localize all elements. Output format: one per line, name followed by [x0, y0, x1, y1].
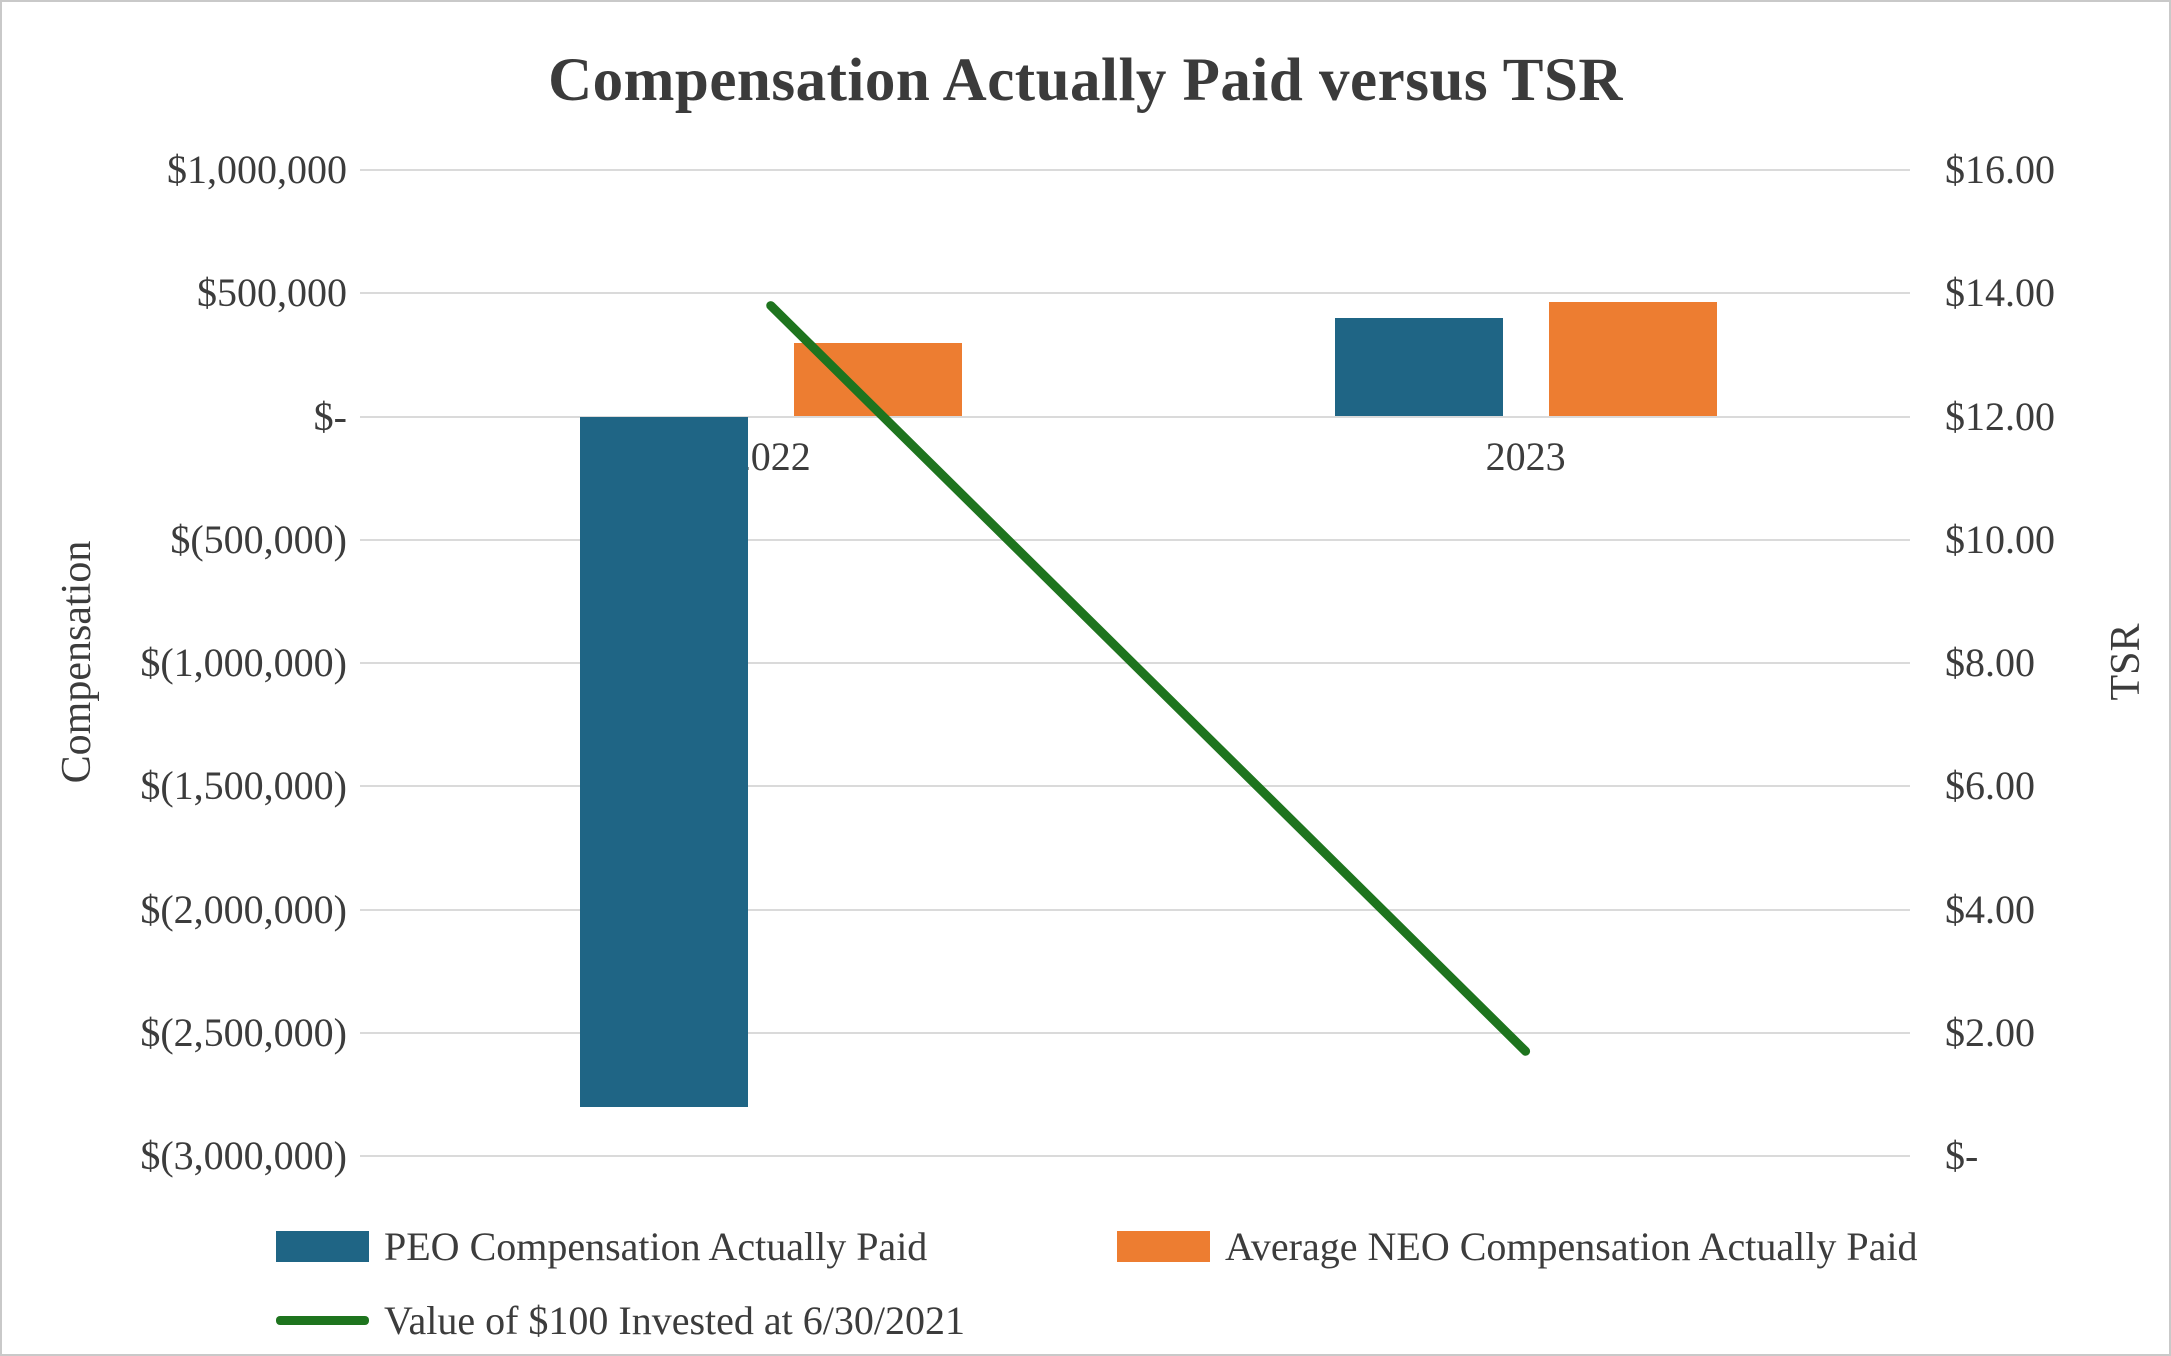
left-axis-tick-label: $(3,000,000) — [140, 1133, 347, 1178]
right-axis-tick-label: $- — [1945, 1133, 1979, 1178]
legend-label-tsr-line: Value of $100 Invested at 6/30/2021 — [384, 1297, 965, 1343]
right-axis-title: TSR — [2103, 623, 2149, 701]
right-axis-tick-label: $10.00 — [1945, 516, 2055, 562]
legend-swatch-peo — [276, 1230, 369, 1262]
left-axis-tick-label: $(1,500,000) — [140, 763, 347, 809]
legend-label-peo: PEO Compensation Actually Paid — [384, 1223, 928, 1269]
right-axis-tick-label: $6.00 — [1945, 763, 2035, 809]
bar-avg-neo-2023 — [1548, 301, 1717, 417]
legend-item-peo: PEO Compensation Actually Paid — [276, 1222, 927, 1270]
right-axis-tick-label: $14.00 — [1945, 270, 2055, 316]
left-axis-tick-label: $(2,000,000) — [140, 886, 347, 932]
gridline — [360, 1155, 1910, 1157]
x-axis-label-2023: 2023 — [1485, 433, 1566, 479]
legend-label-avg-neo: Average NEO Compensation Actually Paid — [1225, 1223, 1918, 1269]
left-axis-tick-label: $1,000,000 — [167, 147, 347, 192]
right-axis-tick-label: $16.00 — [1945, 147, 2055, 192]
right-axis-tick-label: $8.00 — [1945, 640, 2035, 685]
right-axis-tick-label: $12.00 — [1945, 393, 2055, 439]
left-axis-tick-label: $500,000 — [197, 270, 347, 316]
bar-avg-neo-2022 — [793, 342, 962, 417]
legend-swatch-tsr-line — [276, 1315, 369, 1325]
bar-peo-2022 — [579, 416, 748, 1107]
gridline — [360, 292, 1910, 295]
left-axis-tick-label: $(2,500,000) — [140, 1009, 347, 1055]
chart-title: Compensation Actually Paid versus TSR — [548, 47, 1623, 114]
left-axis-tick-label: $(500,000) — [170, 516, 347, 562]
right-axis-tick-label: $4.00 — [1945, 886, 2035, 932]
bar-peo-2023 — [1334, 317, 1503, 417]
legend-item-tsr-line: Value of $100 Invested at 6/30/2021 — [276, 1296, 965, 1344]
left-axis-tick-label: $- — [313, 393, 347, 439]
legend-item-avg-neo: Average NEO Compensation Actually Paid — [1117, 1222, 1917, 1270]
left-axis-tick-label: $(1,000,000) — [140, 640, 347, 685]
right-axis-tick-label: $2.00 — [1945, 1009, 2035, 1055]
gridline — [360, 169, 1910, 171]
legend-swatch-avg-neo — [1117, 1230, 1210, 1262]
